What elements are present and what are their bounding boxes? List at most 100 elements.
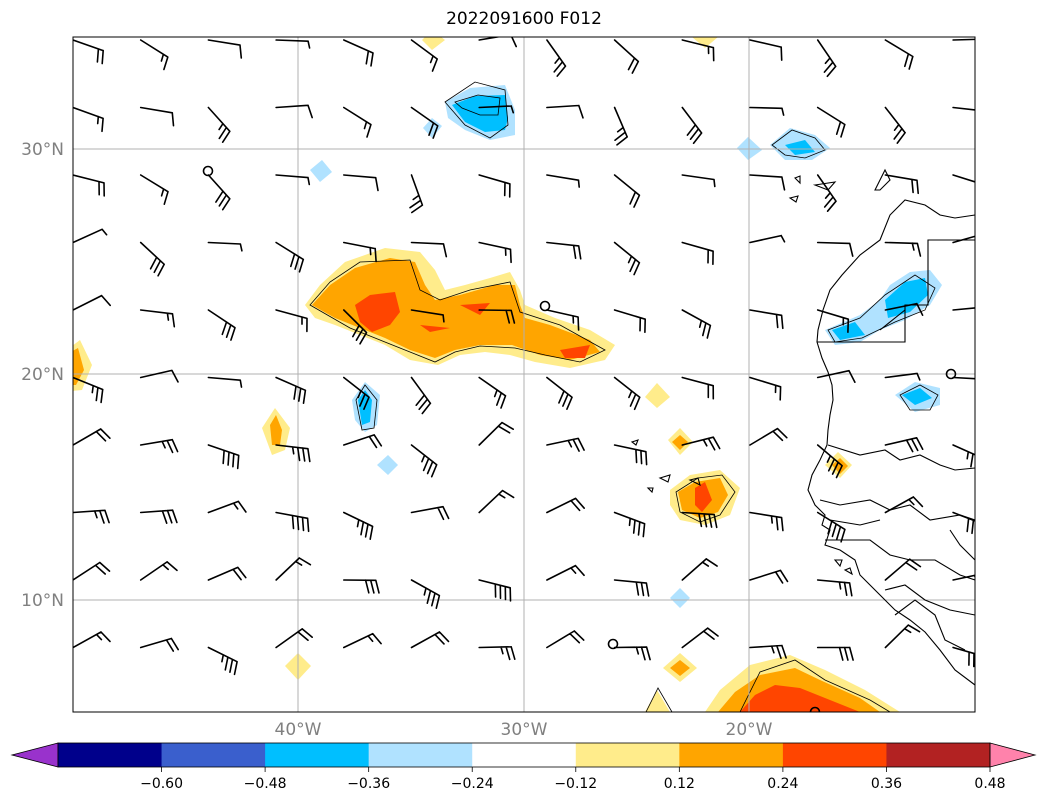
- wind-barb: [478, 579, 512, 602]
- wind-barb: [613, 444, 648, 466]
- wind-barb: [207, 39, 243, 59]
- wind-barb: [884, 558, 922, 581]
- colorbar-segment: [58, 743, 163, 767]
- wind-barbs-layer: [73, 37, 975, 712]
- wind-barb: [613, 241, 641, 276]
- wind-barb: [546, 309, 580, 331]
- wind-barb: [749, 511, 784, 532]
- wind-barb: [343, 376, 370, 410]
- wind-barb: [139, 369, 179, 383]
- wind-barb: [410, 579, 441, 609]
- wind-barb: [613, 174, 641, 208]
- lon-tick-label: 40°W: [275, 720, 322, 740]
- wind-barb: [73, 174, 105, 197]
- colorbar-frame: [57, 742, 991, 768]
- wind-barb: [546, 564, 585, 581]
- wind-barb: [410, 505, 450, 521]
- wind-barb: [478, 376, 507, 409]
- wind-barb: [275, 309, 308, 333]
- wind-barb: [681, 309, 712, 339]
- contour-warm-central-atlantic: [305, 248, 615, 368]
- calm-wind-marker: [809, 706, 821, 712]
- colorbar-tick-label: 0.12: [664, 776, 695, 792]
- wind-barb: [409, 174, 424, 214]
- wind-barb: [139, 309, 176, 328]
- wind-barb: [139, 509, 178, 524]
- wind-barb: [478, 105, 515, 114]
- wind-barb: [749, 376, 782, 401]
- wind-barb: [749, 569, 789, 584]
- wind-barb: [73, 509, 110, 524]
- wind-barb: [73, 294, 111, 311]
- colorbar-segment: [161, 743, 266, 767]
- calm-wind-marker: [607, 638, 619, 650]
- wind-barb: [749, 309, 784, 330]
- lon-axis: 40°W 30°W 20°W: [275, 720, 773, 740]
- contour-lines: [309, 81, 939, 712]
- wind-barb: [816, 579, 853, 597]
- wind-barb: [749, 644, 787, 659]
- map-panel: [72, 36, 976, 713]
- wind-barb: [952, 38, 975, 41]
- colorbar-tick-label: 0.48: [974, 776, 1005, 792]
- wind-barb: [478, 421, 514, 446]
- wind-barb: [73, 631, 111, 649]
- wind-barb: [343, 39, 374, 67]
- wind-barb: [952, 444, 975, 470]
- calm-wind-marker: [945, 368, 957, 380]
- wind-barb: [613, 511, 646, 538]
- wind-barb: [139, 637, 179, 652]
- wind-barb: [275, 376, 307, 404]
- wind-barb: [139, 438, 179, 454]
- wind-barb: [546, 630, 585, 649]
- wind-barb: [73, 106, 104, 133]
- wind-barb: [749, 234, 786, 244]
- wind-barb: [343, 579, 380, 594]
- wind-barb: [343, 309, 368, 345]
- colorbar-segment: [368, 743, 473, 767]
- map-title: 2022091600 F012: [446, 9, 602, 29]
- colorbar-tick-label: 0.36: [871, 776, 902, 792]
- contour-cool-north: [310, 85, 830, 182]
- colorbar-tick-label: 0.24: [767, 776, 798, 792]
- wind-barb: [207, 376, 243, 388]
- coastlines: [630, 168, 975, 686]
- wind-barb: [73, 561, 111, 581]
- wind-barb: [952, 574, 975, 581]
- wind-barb: [884, 106, 906, 144]
- wind-barb: [546, 174, 580, 188]
- calm-wind-marker: [539, 300, 551, 312]
- wind-barb: [343, 511, 374, 540]
- wind-barb: [478, 646, 516, 661]
- wind-barb: [884, 624, 921, 649]
- wind-barb: [139, 39, 169, 71]
- wind-barb: [681, 376, 715, 400]
- colorbar: −0.60 −0.48 −0.36 −0.24 −0.12 0.12 0.24 0.36 0.4…: [10, 742, 1037, 792]
- wind-barb: [478, 174, 511, 198]
- wind-barb: [410, 106, 439, 139]
- calm-wind-marker: [202, 165, 214, 177]
- wind-barb: [816, 241, 854, 257]
- lat-tick-label: 30°N: [21, 140, 64, 160]
- wind-barb: [681, 558, 718, 581]
- wind-barb: [207, 444, 240, 470]
- wind-barb: [275, 241, 305, 273]
- wind-barb: [816, 309, 850, 333]
- wind-barb: [546, 104, 584, 119]
- wind-barb: [816, 444, 843, 479]
- wind-barb: [681, 174, 716, 188]
- lat-axis: 30°N 20°N 10°N: [21, 140, 64, 611]
- colorbar-extend-max: [989, 742, 1037, 768]
- wind-barb: [681, 241, 714, 265]
- lon-tick-label: 30°W: [501, 720, 548, 740]
- wind-barb: [546, 497, 585, 514]
- colorbar-tick-label: −0.48: [244, 776, 287, 792]
- wind-barb: [884, 437, 924, 453]
- wind-barb: [139, 241, 165, 277]
- wind-barb: [343, 434, 383, 449]
- wind-barb: [410, 444, 438, 478]
- wind-barb: [139, 561, 178, 581]
- lat-tick-label: 20°N: [21, 365, 64, 385]
- wind-barb: [343, 174, 379, 192]
- contour-warm-small: [73, 37, 852, 682]
